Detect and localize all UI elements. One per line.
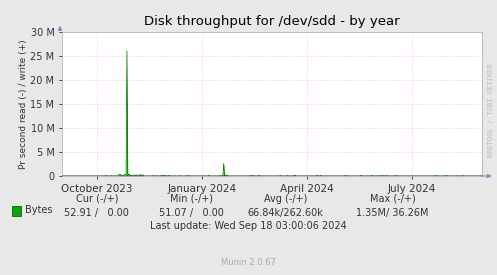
Text: 51.07 /   0.00: 51.07 / 0.00 — [159, 208, 224, 218]
Text: Munin 2.0.67: Munin 2.0.67 — [221, 258, 276, 267]
Text: Avg (-/+): Avg (-/+) — [264, 194, 308, 204]
Text: Bytes: Bytes — [25, 205, 52, 215]
Title: Disk throughput for /dev/sdd - by year: Disk throughput for /dev/sdd - by year — [144, 15, 400, 28]
Y-axis label: Pr second read (-) / write (+): Pr second read (-) / write (+) — [18, 39, 27, 169]
Text: Last update: Wed Sep 18 03:00:06 2024: Last update: Wed Sep 18 03:00:06 2024 — [150, 221, 347, 231]
Text: Max (-/+): Max (-/+) — [370, 194, 415, 204]
Text: 1.35M/ 36.26M: 1.35M/ 36.26M — [356, 208, 429, 218]
Text: Cur (-/+): Cur (-/+) — [76, 194, 118, 204]
Text: Min (-/+): Min (-/+) — [170, 194, 213, 204]
Text: 52.91 /   0.00: 52.91 / 0.00 — [65, 208, 129, 218]
Text: RRDTOOL / TOBI OETIKER: RRDTOOL / TOBI OETIKER — [488, 63, 494, 157]
Text: 66.84k/262.60k: 66.84k/262.60k — [248, 208, 324, 218]
